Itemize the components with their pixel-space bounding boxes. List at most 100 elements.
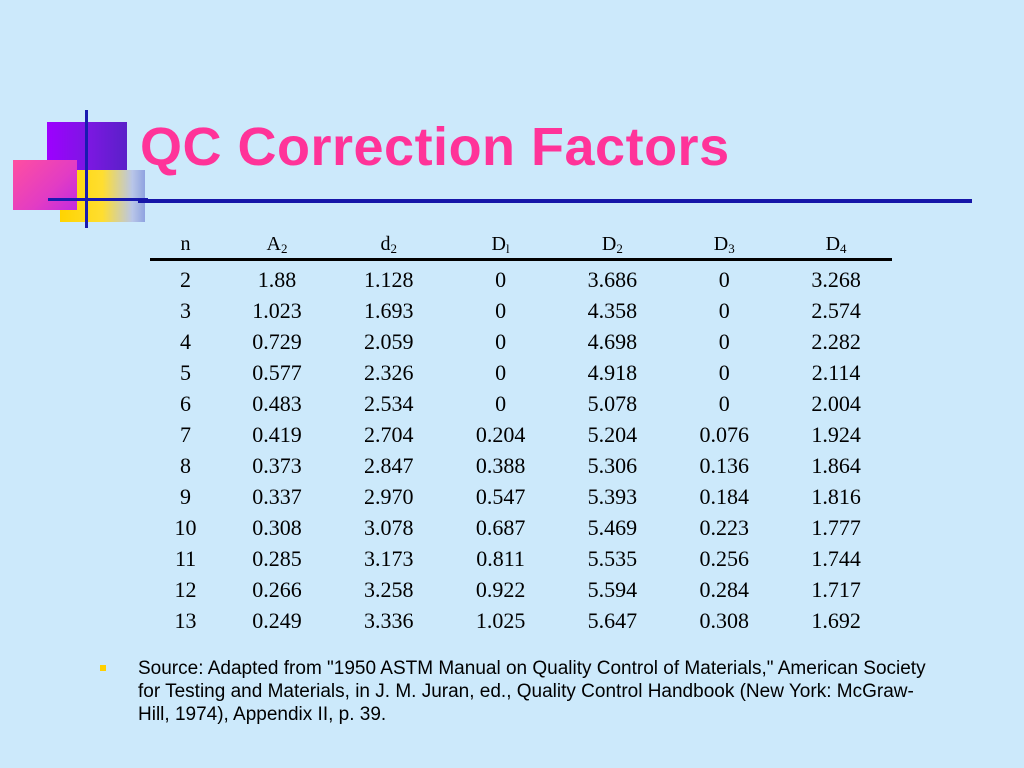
- column-header-symbol: D: [601, 233, 617, 255]
- source-note: Source: Adapted from "1950 ASTM Manual o…: [100, 657, 940, 726]
- table-cell: 3: [180, 298, 192, 323]
- table-cell: 0.483: [252, 391, 302, 416]
- column-header: D2: [556, 226, 669, 261]
- table-cell: 10: [174, 515, 197, 540]
- table-cell: 3.336: [364, 608, 414, 633]
- table-cell: 0.547: [475, 484, 526, 509]
- table-cell: 0.184: [699, 484, 749, 509]
- table-row: 4 0.729 2.059 0 4.698 0 2.282: [150, 326, 892, 357]
- table-row: 13 0.249 3.336 1.025 5.647 0.308 1.692: [150, 605, 892, 636]
- table-cell: 3.268: [811, 267, 861, 292]
- column-header-symbol: n: [180, 233, 191, 255]
- table-cell: 2.059: [364, 329, 414, 354]
- table-cell: 0.076: [699, 422, 749, 447]
- table-cell: 5: [180, 360, 192, 385]
- table-cell: 8: [180, 453, 192, 478]
- table-row: 5 0.577 2.326 0 4.918 0 2.114: [150, 357, 892, 388]
- table-cell: 5.306: [587, 453, 638, 478]
- table-cell: 0: [495, 360, 507, 385]
- table-cell: 0: [718, 360, 730, 385]
- pink-square-shape: [13, 160, 77, 210]
- table-row: 7 0.419 2.704 0.204 5.204 0.076 1.924: [150, 419, 892, 450]
- table-cell: 2.282: [811, 329, 861, 354]
- table-cell: 1.023: [252, 298, 302, 323]
- bullet-square-icon: [100, 665, 106, 671]
- table-cell: 0.811: [476, 546, 525, 571]
- table-cell: 5.078: [587, 391, 638, 416]
- table-cell: 0: [495, 329, 507, 354]
- column-header: D4: [780, 226, 892, 261]
- column-header-symbol: d: [380, 233, 391, 255]
- table-cell: 1.717: [811, 577, 861, 602]
- table-cell: 0.204: [475, 422, 526, 447]
- column-header: D3: [668, 226, 781, 261]
- table-cell: 1.693: [364, 298, 414, 323]
- table-row: 3 1.023 1.693 0 4.358 0 2.574: [150, 295, 892, 326]
- table-cell: 1.924: [811, 422, 861, 447]
- column-header-symbol: D: [825, 233, 841, 255]
- column-header-subscript: 2: [390, 241, 398, 256]
- table-cell: 0.223: [699, 515, 749, 540]
- table-cell: 2.114: [811, 360, 861, 385]
- correction-factors-table: n A2 d2 Dl D2 D3 D4 2 1.88 1.128 0 3.686 0 3.268 3 1.0…: [150, 226, 892, 636]
- table-cell: 4: [180, 329, 192, 354]
- table-cell: 0.308: [699, 608, 749, 633]
- correction-factors-table-wrap: n A2 d2 Dl D2 D3 D4 2 1.88 1.128 0 3.686 0 3.268 3 1.0…: [150, 226, 892, 636]
- table-cell: 0: [718, 298, 730, 323]
- table-cell: 1.777: [811, 515, 861, 540]
- table-cell: 0.577: [252, 360, 302, 385]
- table-cell: 4.698: [587, 329, 638, 354]
- table-row: 10 0.308 3.078 0.687 5.469 0.223 1.777: [150, 512, 892, 543]
- table-cell: 0: [495, 391, 507, 416]
- column-header: n: [150, 226, 222, 261]
- column-header-subscript: 3: [728, 241, 735, 256]
- table-cell: 13: [174, 608, 197, 633]
- slide-title: QC Correction Factors: [140, 117, 730, 177]
- table-cell: 2.326: [364, 360, 414, 385]
- table-cell: 5.594: [587, 577, 638, 602]
- title-underline: [138, 199, 972, 203]
- table-cell: 3.686: [587, 267, 638, 292]
- table-cell: 3.258: [364, 577, 414, 602]
- table-cell: 11: [174, 546, 197, 571]
- table-cell: 0.308: [252, 515, 302, 540]
- table-row: 12 0.266 3.258 0.922 5.594 0.284 1.717: [150, 574, 892, 605]
- table-header-row: n A2 d2 Dl D2 D3 D4: [150, 226, 892, 261]
- horizontal-accent-line: [48, 198, 148, 201]
- table-row: 11 0.285 3.173 0.811 5.535 0.256 1.744: [150, 543, 892, 574]
- table-cell: 1.744: [811, 546, 861, 571]
- table-cell: 0.285: [252, 546, 302, 571]
- table-cell: 1.816: [811, 484, 861, 509]
- table-row: 8 0.373 2.847 0.388 5.306 0.136 1.864: [150, 450, 892, 481]
- table-cell: 2: [180, 267, 192, 292]
- table-cell: 0.266: [252, 577, 302, 602]
- column-header-subscript: 2: [280, 241, 288, 256]
- table-cell: 1.88: [257, 267, 297, 292]
- source-citation: Source: Adapted from "1950 ASTM Manual o…: [138, 658, 926, 725]
- column-header: Dl: [444, 226, 557, 261]
- table-cell: 1.864: [811, 453, 861, 478]
- table-cell: 0: [718, 267, 730, 292]
- table-cell: 1.128: [364, 267, 414, 292]
- table-cell: 9: [180, 484, 192, 509]
- table-cell: 0.419: [252, 422, 302, 447]
- column-header-symbol: D: [713, 233, 729, 255]
- table-cell: 5.535: [587, 546, 638, 571]
- table-cell: 0.729: [252, 329, 302, 354]
- table-cell: 5.204: [587, 422, 638, 447]
- table-cell: 3.078: [364, 515, 414, 540]
- table-cell: 0.337: [252, 484, 302, 509]
- table-cell: 0.388: [475, 453, 526, 478]
- table-cell: 1.025: [475, 608, 526, 633]
- table-cell: 12: [174, 577, 197, 602]
- table-cell: 7: [180, 422, 192, 447]
- table-cell: 5.647: [587, 608, 638, 633]
- table-cell: 4.358: [587, 298, 638, 323]
- table-cell: 6: [180, 391, 192, 416]
- table-cell: 0.256: [699, 546, 749, 571]
- table-row: 6 0.483 2.534 0 5.078 0 2.004: [150, 388, 892, 419]
- table-cell: 2.704: [364, 422, 414, 447]
- table-cell: 3.173: [364, 546, 414, 571]
- table-cell: 0.136: [699, 453, 749, 478]
- table-cell: 0.922: [475, 577, 526, 602]
